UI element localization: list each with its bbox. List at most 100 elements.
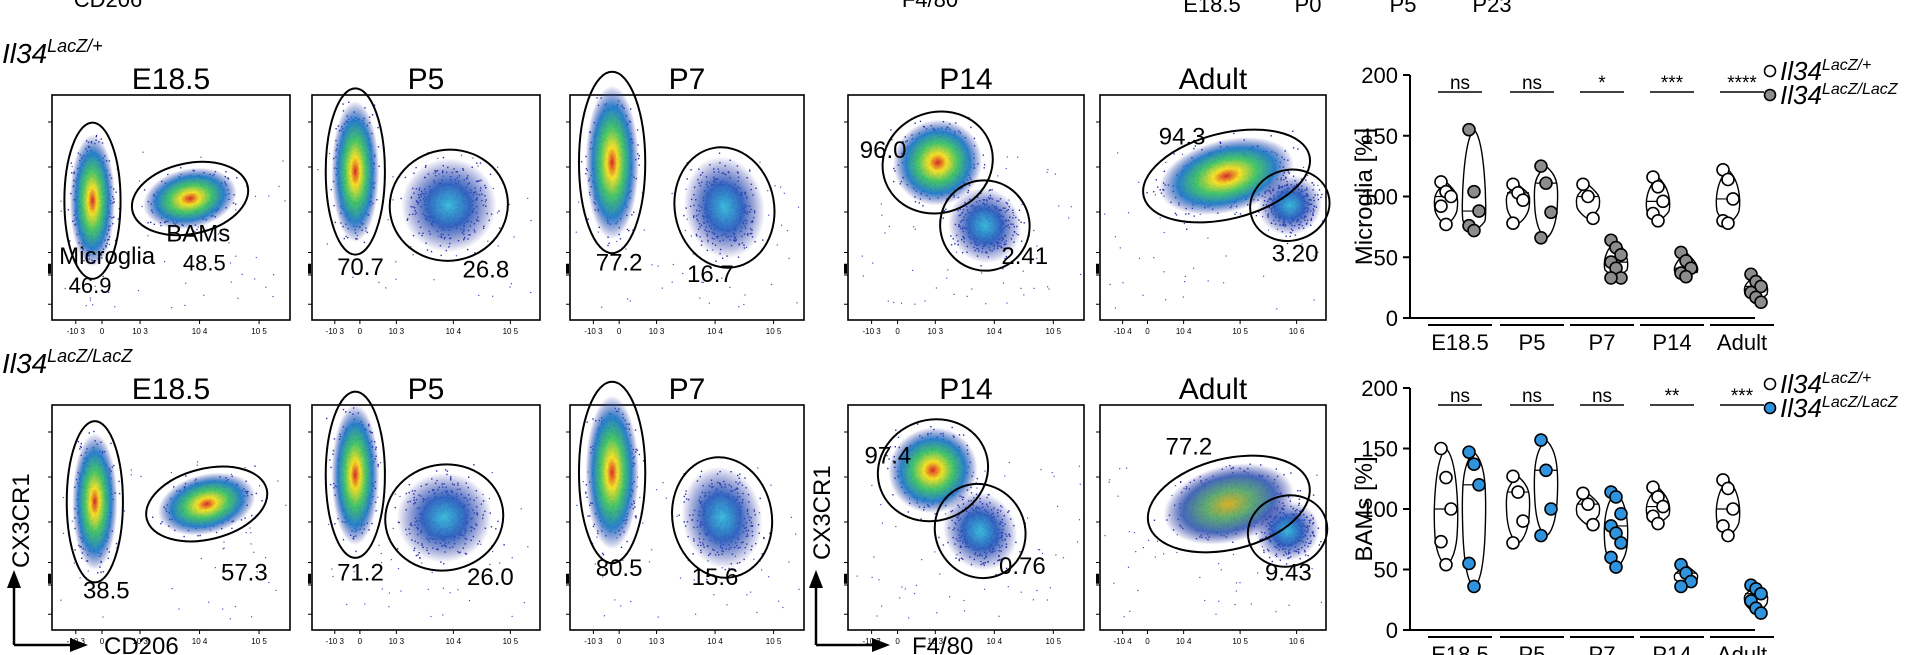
data-point xyxy=(1462,445,1476,459)
legend-genotype-base: Il34 xyxy=(1780,369,1822,399)
x-tick-label: 10 4 xyxy=(192,637,208,646)
x-tick-label: 10 4 xyxy=(446,637,462,646)
y-tick-label: 200 xyxy=(1361,376,1398,401)
gate-bams xyxy=(673,146,776,269)
data-point xyxy=(1506,216,1520,231)
data-point xyxy=(1604,271,1618,285)
gate-microglia xyxy=(577,70,647,255)
x-tick-label: 10 5 xyxy=(1046,637,1062,646)
gate-bams xyxy=(145,465,269,543)
significance-label: *** xyxy=(1661,73,1684,94)
gate-microglia xyxy=(324,87,386,256)
header-axis-label-cd206: CD206 xyxy=(74,0,142,12)
significance-label: ** xyxy=(1665,386,1680,407)
gate-microglia xyxy=(881,110,994,215)
x-tick-label: -10 3 xyxy=(862,327,881,336)
flow-cytometry-panels: Il34LacZ/+E18.5Microglia46.9BAMs48.5-10 … xyxy=(2,36,1331,646)
data-point xyxy=(1506,536,1520,550)
x-tick-label: -10 4 xyxy=(1113,327,1132,336)
gate-name-bams: BAMs xyxy=(166,220,230,247)
panel-title: P14 xyxy=(939,373,992,406)
data-point xyxy=(1467,579,1481,594)
data-point xyxy=(1534,231,1548,245)
x-tick-label: 10 4 xyxy=(192,327,208,336)
flow-panel-r2-p14: P14 97.4 0.76 -10 3 0 10 3 10 4 10 5 xyxy=(844,373,1085,646)
x-tick-label: 10 5 xyxy=(1232,637,1248,646)
axis-break xyxy=(1096,573,1099,584)
data-point xyxy=(1674,579,1688,594)
gate-microglia xyxy=(1142,128,1312,224)
data-point xyxy=(1656,194,1670,209)
header-axis-label-f480: F4/80 xyxy=(902,0,958,12)
density-core xyxy=(893,119,983,206)
density-core xyxy=(143,167,237,230)
axis-break xyxy=(48,573,51,584)
y-tick-label: 50 xyxy=(1374,245,1398,270)
legend-genotype-base: Il34 xyxy=(1780,393,1822,423)
gate-percent: 57.3 xyxy=(221,560,268,587)
header-timepoint-p0: P0 xyxy=(1295,0,1322,17)
data-point xyxy=(1467,223,1481,238)
data-point xyxy=(1754,295,1768,310)
data-point xyxy=(1651,179,1665,194)
legend-genotype-superscript: LacZ/LacZ xyxy=(1822,394,1899,411)
flow-panel-r1-p5: P5 70.7 26.8 -10 3 0 10 3 10 4 10 5 xyxy=(308,63,541,336)
data-point xyxy=(1434,534,1448,549)
x-tick-label: 0 xyxy=(895,637,900,646)
data-point xyxy=(1539,463,1553,478)
x-tick-label: 0 xyxy=(895,327,900,336)
x-tick-label: 10 3 xyxy=(132,637,148,646)
panel-title: P14 xyxy=(939,63,992,96)
x-tick-label: 0 xyxy=(358,327,363,336)
data-point xyxy=(1439,217,1453,232)
x-tick-label: 10 5 xyxy=(1046,327,1062,336)
y-tick-label: 50 xyxy=(1374,558,1398,583)
x-tick-label: 0 xyxy=(358,637,363,646)
y-axis-title: Microglia [%] xyxy=(1351,128,1378,265)
significance-label: ns xyxy=(1522,73,1542,94)
chart-microglia: 0 50 100 150 200 Microglia [%] E18.5 ns P5 ns P7 * P… xyxy=(1351,56,1899,355)
gate-bams xyxy=(939,179,1031,272)
density-core xyxy=(585,85,639,240)
data-point xyxy=(1609,490,1623,504)
data-point xyxy=(1472,204,1486,218)
gate-percent: 38.5 xyxy=(83,578,130,605)
significance-label: ns xyxy=(1450,73,1470,94)
data-point xyxy=(1516,514,1530,528)
x-tick-label: 10 4 xyxy=(1176,637,1192,646)
density-core xyxy=(888,427,978,514)
x-tick-label: 10 5 xyxy=(766,637,782,646)
data-point xyxy=(1614,248,1628,262)
gate-percent: 15.6 xyxy=(692,564,739,591)
flow-panel-r1-e18-5: E18.5 Microglia 46.9 BAMs 48.5 -10 3 0 10 3 10 4… xyxy=(48,63,291,336)
data-point xyxy=(1434,199,1448,214)
gate-percent: 0.76 xyxy=(999,553,1046,580)
y-tick-label: 150 xyxy=(1361,437,1398,462)
gate-percent: 26.8 xyxy=(462,256,509,283)
gate-bams xyxy=(671,456,774,579)
x-tick-label: 10 4 xyxy=(707,637,723,646)
y-tick-label: 100 xyxy=(1361,185,1398,210)
gate-bams xyxy=(388,148,509,262)
x-tick-label: 10 3 xyxy=(928,637,944,646)
y-tick-label: 0 xyxy=(1386,306,1398,331)
y-tick-label: 0 xyxy=(1386,618,1398,643)
x-tick-label: 10 3 xyxy=(132,327,148,336)
genotype-superscript: LacZ/LacZ xyxy=(47,346,133,366)
axis-break xyxy=(566,573,569,584)
density-core xyxy=(69,134,116,268)
x-tick-label: -10 4 xyxy=(1113,637,1132,646)
gate-percent: 3.20 xyxy=(1272,241,1319,268)
density-core xyxy=(1257,175,1322,236)
data-point xyxy=(1467,457,1481,472)
y-axis-title-cx3cr1-p14: CX3CR1 xyxy=(809,465,836,560)
x-tick-label: -10 3 xyxy=(326,637,345,646)
data-point xyxy=(1754,586,1768,601)
axis-break xyxy=(844,573,847,584)
gate-microglia xyxy=(65,420,124,584)
x-tick-label: Adult xyxy=(1717,330,1767,355)
legend-marker xyxy=(1763,401,1777,415)
x-tick-label: 0 xyxy=(617,327,622,336)
gate-percent: 70.7 xyxy=(337,254,384,281)
x-tick-label: -10 3 xyxy=(67,327,86,336)
